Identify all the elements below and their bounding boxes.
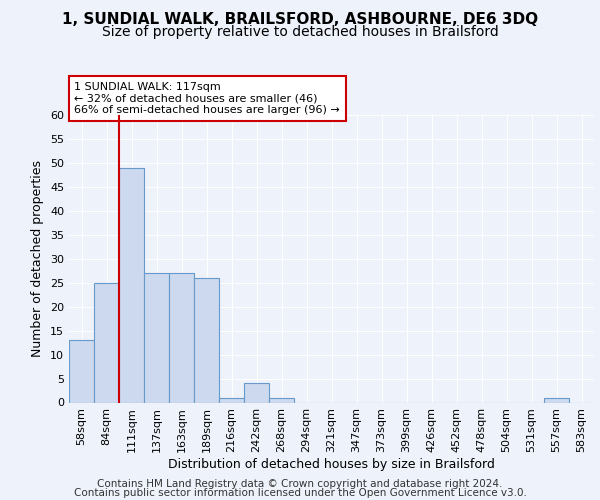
Y-axis label: Number of detached properties: Number of detached properties <box>31 160 44 357</box>
Bar <box>69 340 94 402</box>
Text: Size of property relative to detached houses in Brailsford: Size of property relative to detached ho… <box>101 25 499 39</box>
Bar <box>119 168 144 402</box>
Text: 1, SUNDIAL WALK, BRAILSFORD, ASHBOURNE, DE6 3DQ: 1, SUNDIAL WALK, BRAILSFORD, ASHBOURNE, … <box>62 12 538 28</box>
Bar <box>544 398 569 402</box>
Bar <box>194 278 219 402</box>
Bar <box>244 384 269 402</box>
Text: 1 SUNDIAL WALK: 117sqm
← 32% of detached houses are smaller (46)
66% of semi-det: 1 SUNDIAL WALK: 117sqm ← 32% of detached… <box>74 82 340 115</box>
Bar <box>269 398 294 402</box>
Bar <box>144 273 169 402</box>
Bar <box>94 282 119 403</box>
Bar <box>169 273 194 402</box>
X-axis label: Distribution of detached houses by size in Brailsford: Distribution of detached houses by size … <box>168 458 495 471</box>
Bar <box>219 398 244 402</box>
Text: Contains HM Land Registry data © Crown copyright and database right 2024.: Contains HM Land Registry data © Crown c… <box>97 479 503 489</box>
Text: Contains public sector information licensed under the Open Government Licence v3: Contains public sector information licen… <box>74 488 526 498</box>
